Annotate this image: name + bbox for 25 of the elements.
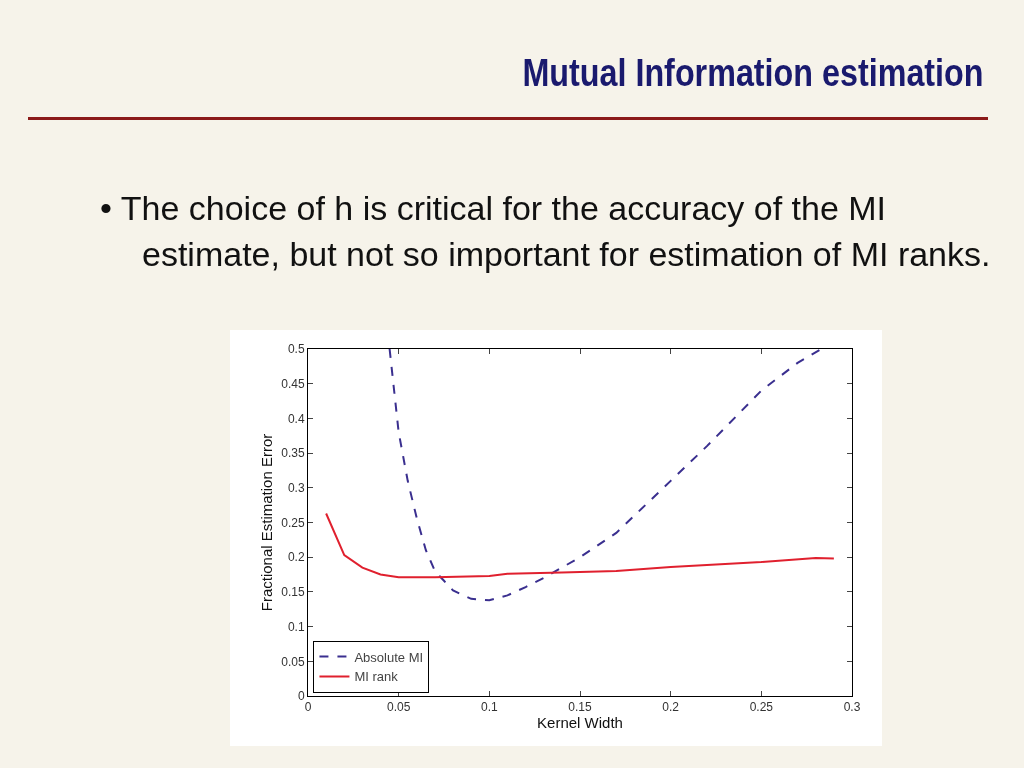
x-axis-title: Kernel Width [537, 714, 623, 732]
y-tick-label: 0.15 [281, 585, 305, 600]
x-tick-label: 0.3 [843, 700, 861, 715]
chart-subtitle: • The choice of h is critical for the accuracy of the MI estimate, but not so important for estimation of MI ranks. [100, 188, 992, 275]
y-tick-label: 0.35 [281, 446, 305, 461]
legend-label: Absolute MI [354, 649, 424, 665]
y-tick-label: 0.5 [287, 342, 305, 357]
y-tick-label: 0.45 [281, 376, 305, 391]
chart-title: Mutual Information estimation [522, 52, 984, 95]
x-tick-label: 0.25 [749, 700, 774, 715]
legend-label: MI rank [354, 669, 399, 685]
x-tick-label: 0.15 [568, 700, 592, 715]
y-axis-title: Fractional Estimation Error [258, 433, 276, 612]
y-tick-label: 0.05 [281, 654, 305, 669]
y-tick-label: 0 [297, 689, 305, 704]
line-series [388, 349, 823, 602]
x-tick-label: 0.1 [480, 700, 498, 715]
y-tick-label: 0.25 [281, 515, 305, 530]
y-tick-label: 0.2 [287, 550, 305, 565]
y-tick-label: 0.4 [287, 411, 305, 426]
line-series [325, 512, 835, 579]
x-tick-label: 0.05 [386, 700, 411, 715]
y-tick-label: 0.3 [287, 481, 305, 495]
y-tick-label: 0.1 [287, 619, 305, 634]
x-tick-label: 0.2 [662, 700, 680, 715]
